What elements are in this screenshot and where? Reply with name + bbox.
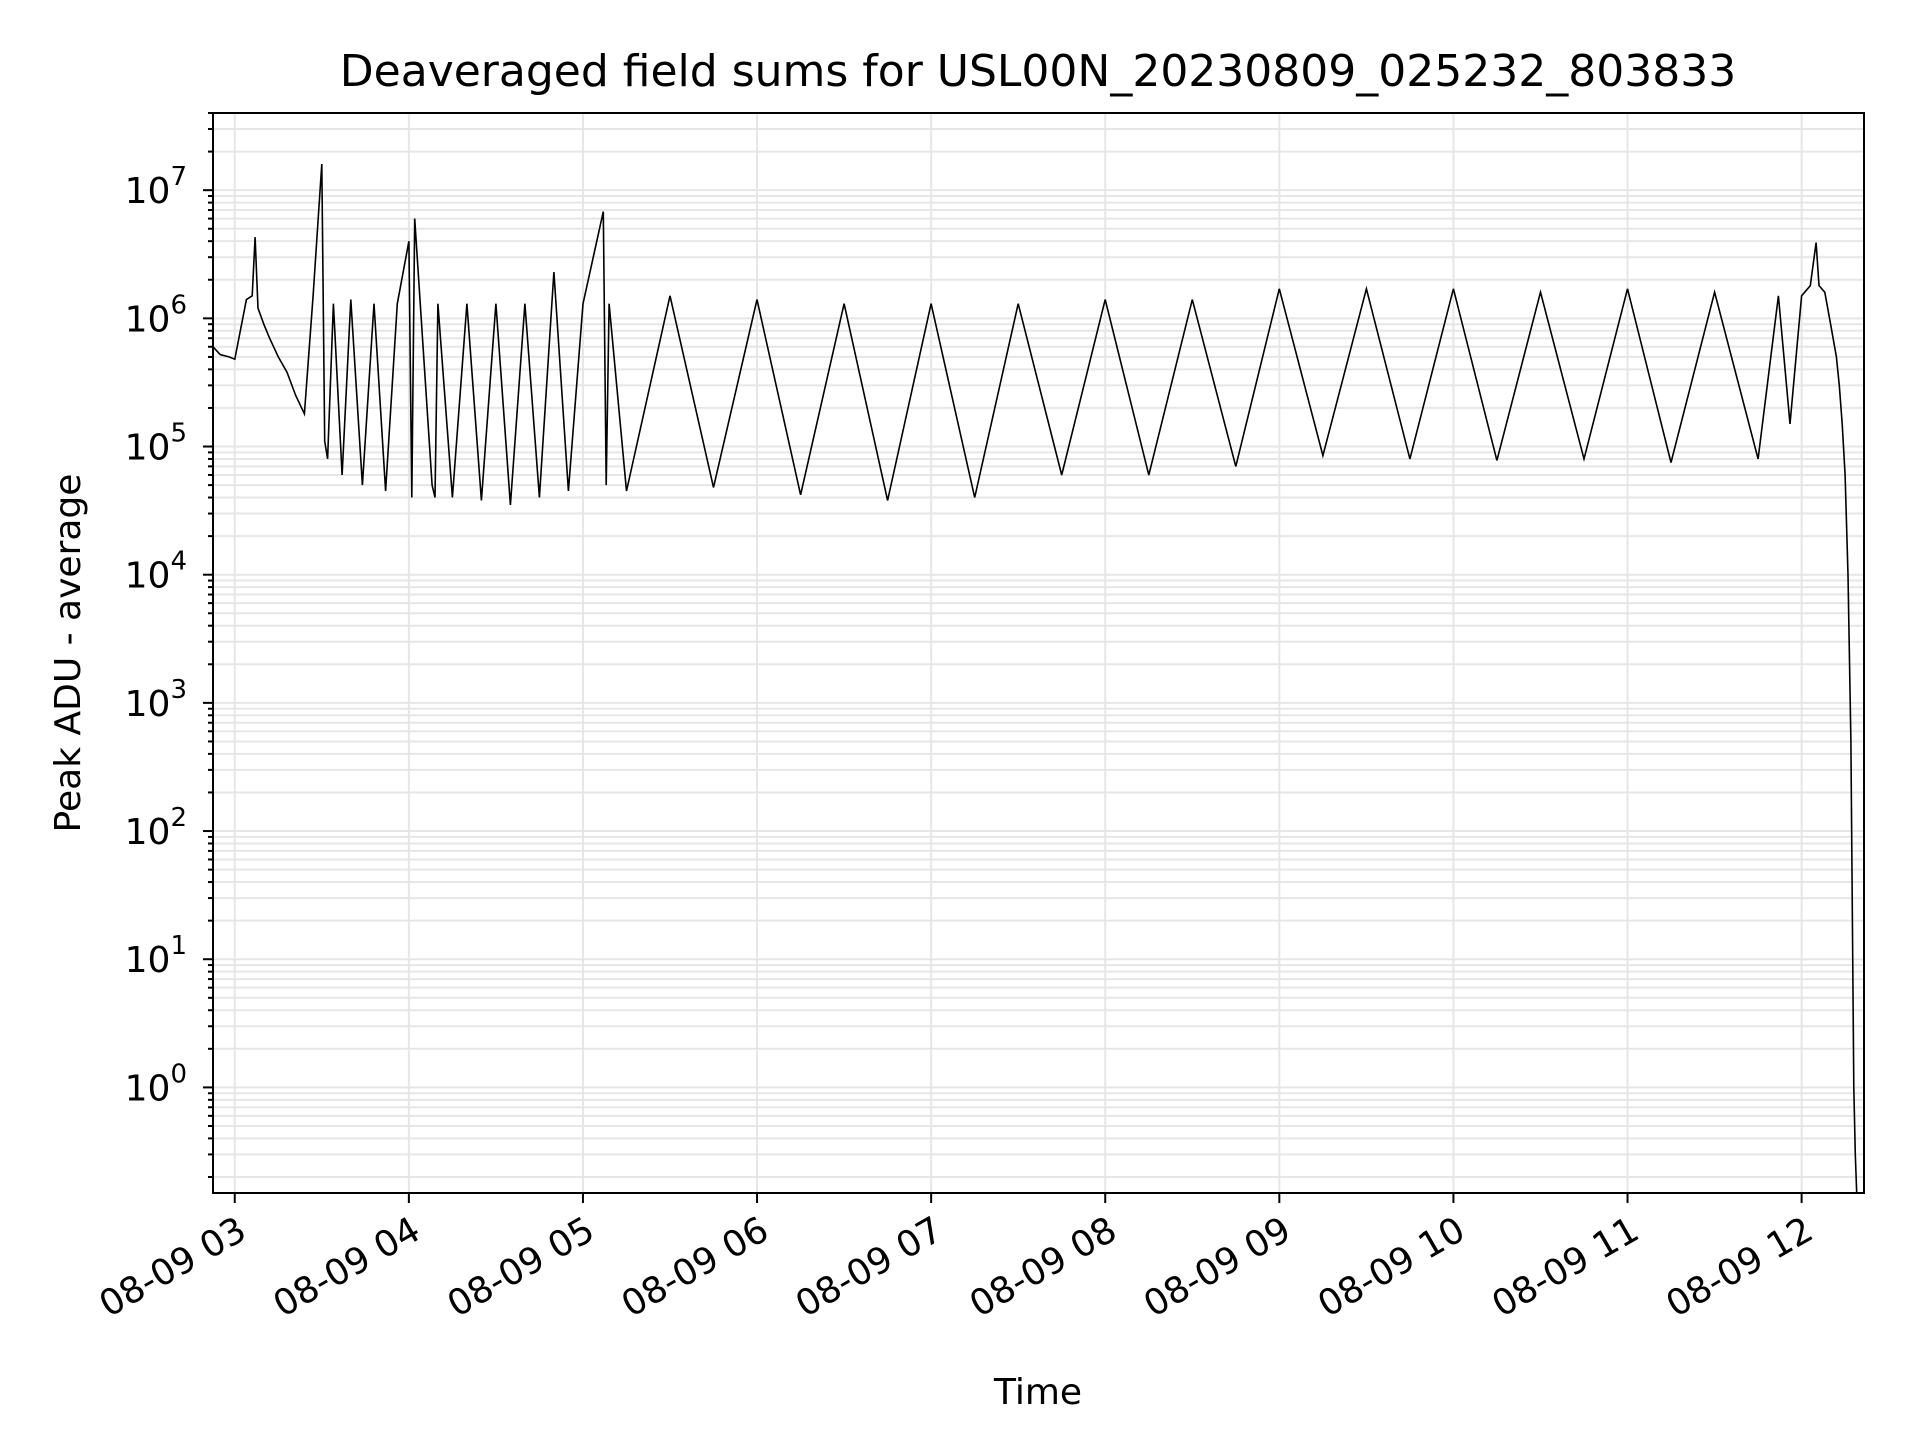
x-tick-label: 08-09 08 (963, 1209, 1124, 1325)
y-tick-label-base: 10 (125, 684, 171, 725)
x-tick-label: 08-09 09 (1137, 1209, 1298, 1325)
x-tick-label: 08-09 04 (267, 1209, 428, 1325)
y-tick-label-exponent: 6 (170, 290, 187, 320)
y-tick-label-base: 10 (125, 940, 171, 981)
x-tick-label: 08-09 06 (615, 1209, 776, 1325)
y-tick-label-base: 10 (125, 556, 171, 597)
y-tick-label: 100 (125, 1059, 187, 1109)
y-tick-label-exponent: 0 (170, 1059, 187, 1089)
x-tick-label: 08-09 03 (93, 1209, 254, 1325)
y-tick-label-exponent: 4 (170, 547, 187, 577)
x-axis-title: Time (993, 1372, 1082, 1413)
y-tick-label: 105 (125, 419, 187, 469)
y-tick-label: 103 (125, 675, 187, 725)
y-tick-label-base: 10 (125, 299, 171, 340)
series-layer (212, 163, 1858, 1194)
y-tick-label-exponent: 7 (170, 162, 187, 192)
series-line (212, 163, 1858, 1194)
y-tick-label: 104 (125, 547, 187, 597)
y-tick-label-base: 10 (125, 428, 171, 469)
plot-frame (212, 112, 1865, 1194)
y-axis-title: Peak ADU - average (48, 474, 89, 833)
x-tick-labels: 08-09 03 08-09 04 08-09 05 08-09 06 08-09 07… (93, 1209, 1821, 1325)
y-tick-label-exponent: 5 (170, 419, 187, 449)
y-tick-label: 102 (125, 803, 187, 853)
grid (213, 112, 1864, 1193)
y-tick-label-exponent: 1 (170, 931, 187, 961)
y-tick-label-base: 10 (125, 812, 171, 853)
x-tick-label: 08-09 07 (789, 1209, 950, 1325)
x-tick-label: 08-09 12 (1659, 1209, 1820, 1325)
axis-ticks (203, 112, 1803, 1203)
y-tick-label-exponent: 2 (170, 803, 187, 833)
y-tick-label: 106 (125, 290, 187, 340)
y-tick-label: 107 (125, 162, 187, 212)
y-tick-label-base: 10 (125, 1068, 171, 1109)
y-tick-label-exponent: 3 (170, 675, 187, 705)
y-tick-label: 101 (125, 931, 187, 981)
x-tick-label: 08-09 05 (441, 1209, 602, 1325)
x-tick-label: 08-09 11 (1485, 1209, 1646, 1325)
y-tick-label-base: 10 (125, 171, 171, 212)
chart-title: Deaveraged field sums for USL00N_2023080… (340, 46, 1736, 97)
x-tick-label: 08-09 10 (1311, 1209, 1472, 1325)
